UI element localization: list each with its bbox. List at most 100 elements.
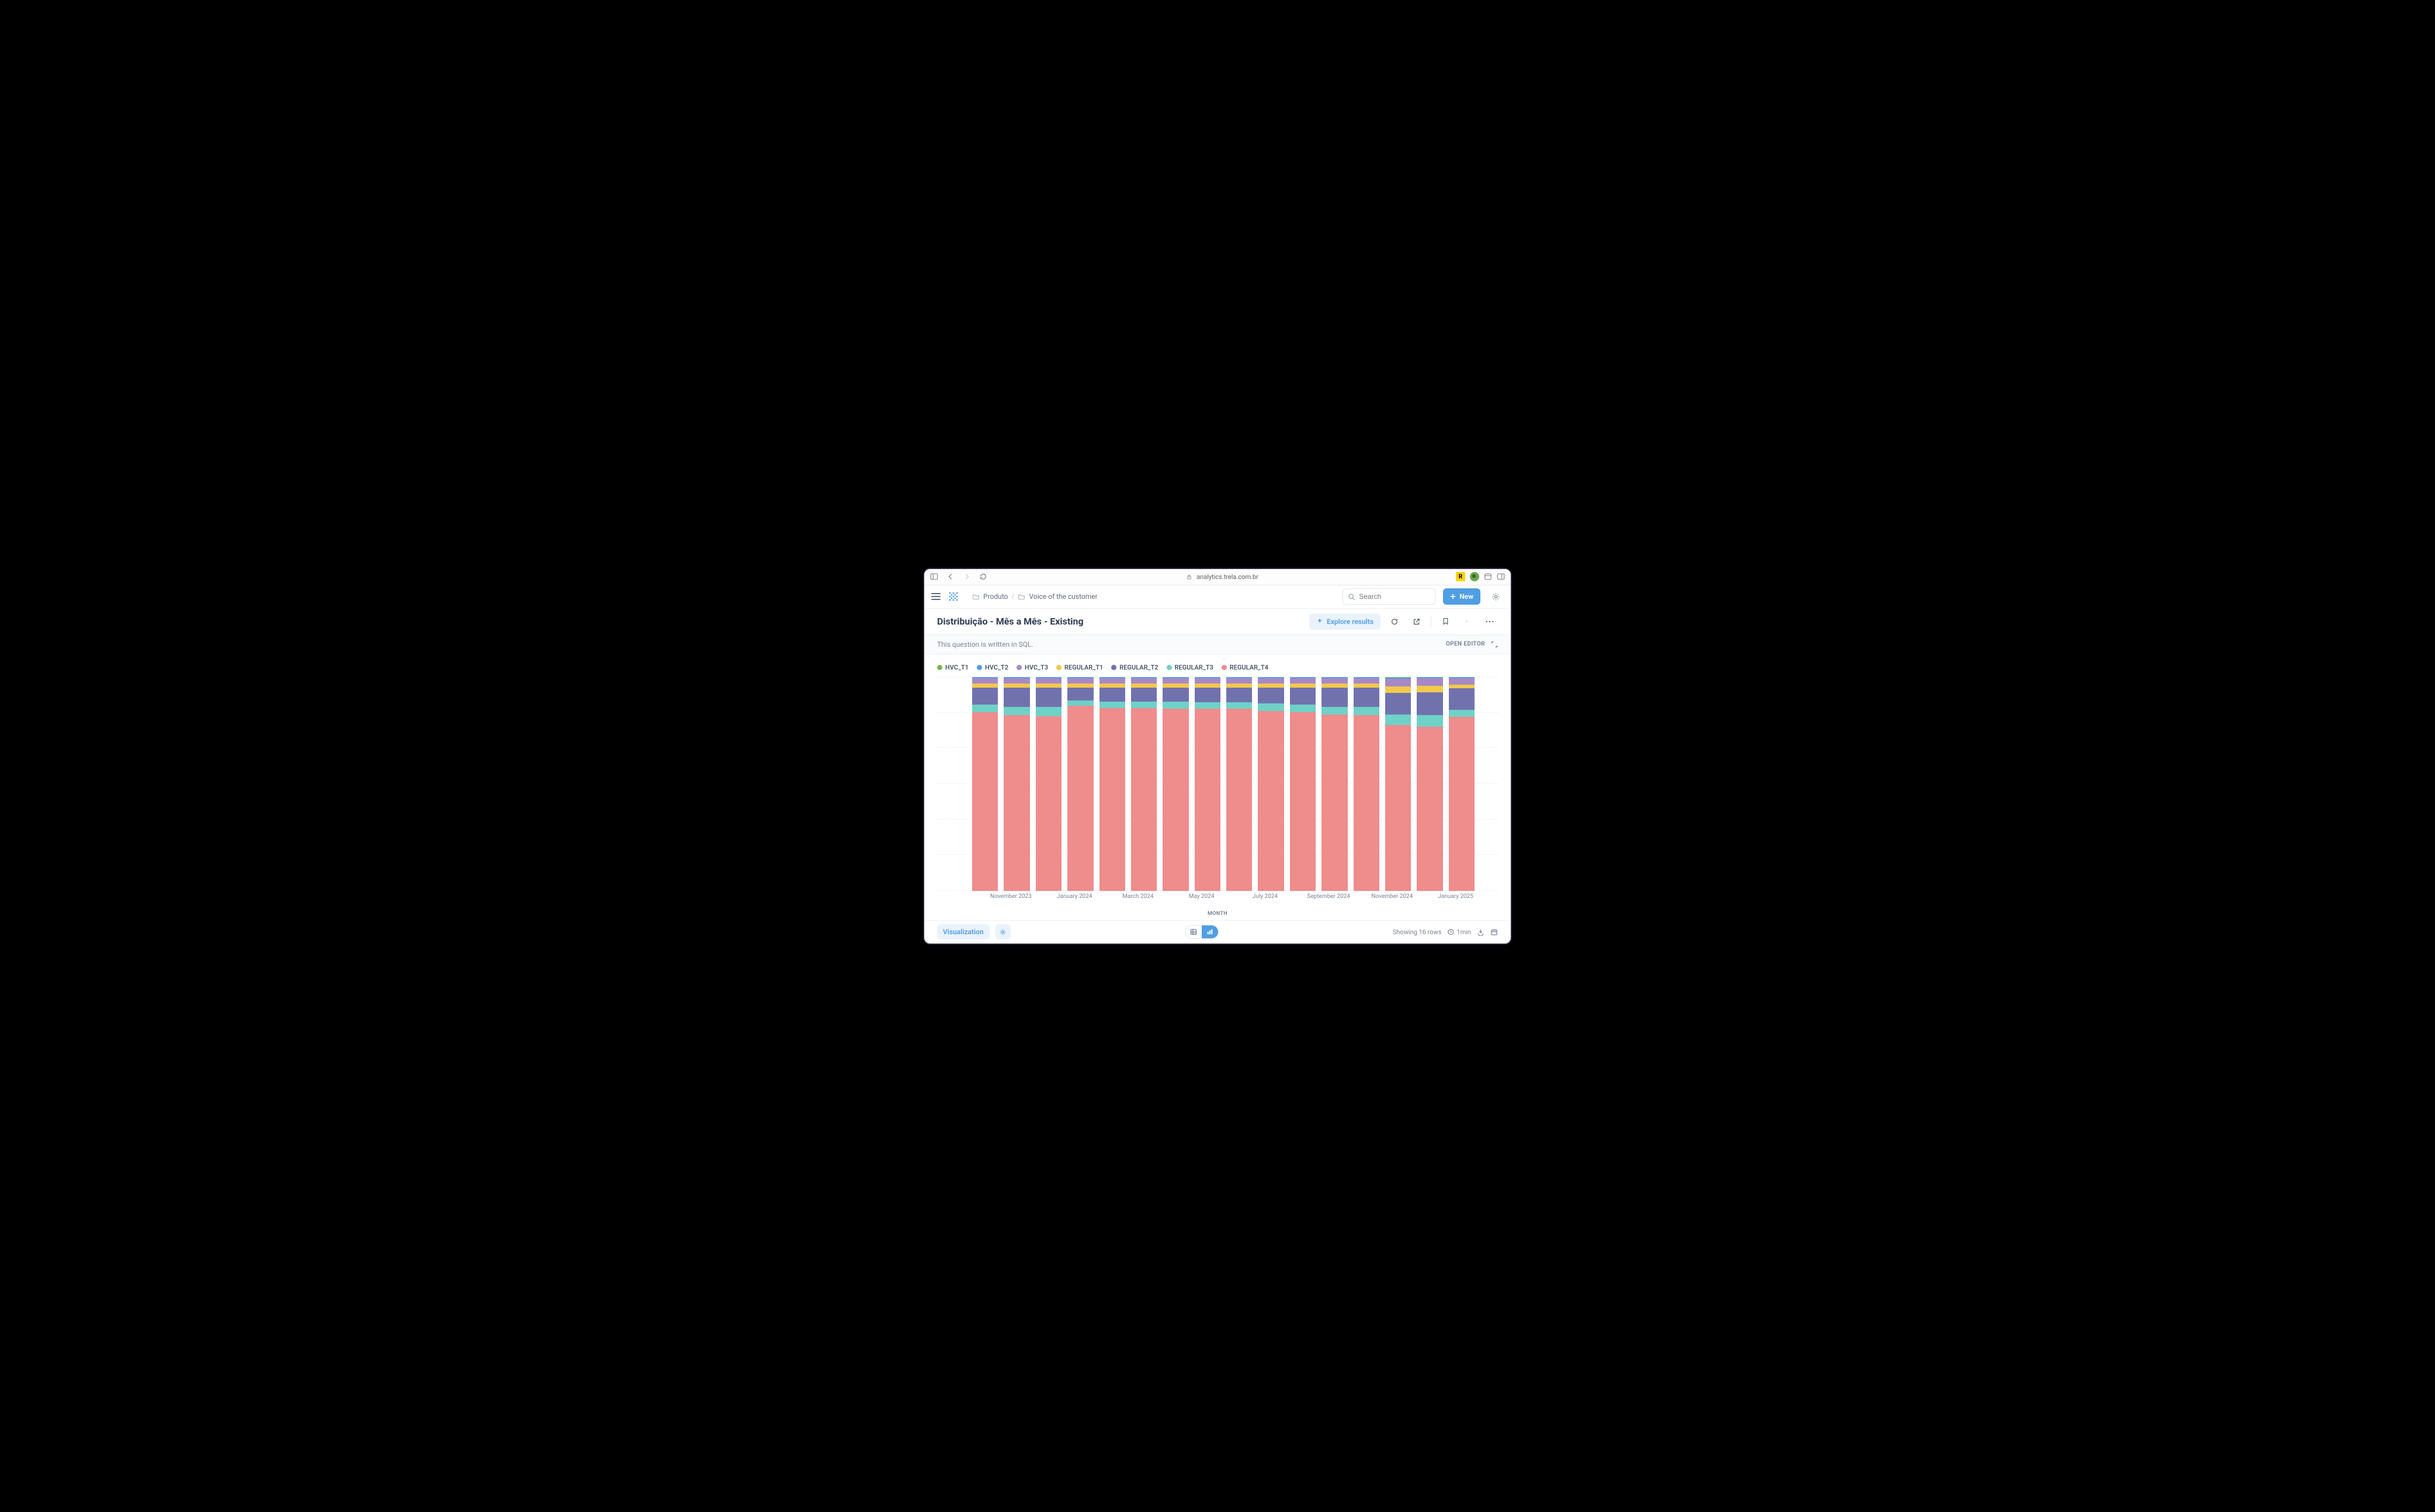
chart-bar-segment-regular_t3 bbox=[1385, 715, 1411, 725]
breadcrumb-produto[interactable]: Produto bbox=[983, 592, 1008, 601]
chart-bar-segment-hvc_t3 bbox=[1163, 678, 1188, 683]
chart-bar-segment-regular_t2 bbox=[1226, 688, 1252, 703]
chart-bar[interactable] bbox=[1226, 677, 1252, 891]
chart-bar[interactable] bbox=[1321, 677, 1347, 891]
back-icon[interactable] bbox=[946, 573, 955, 581]
extension-badge-green[interactable] bbox=[1470, 572, 1479, 581]
chart-bar-segment-regular_t2 bbox=[1099, 688, 1125, 702]
calendar-icon[interactable] bbox=[1490, 928, 1498, 936]
chart-bar[interactable] bbox=[1385, 677, 1411, 891]
chart-legend: HVC_T1 HVC_T2 HVC_T3 REGULAR_T1 REGULAR_T2 RE… bbox=[937, 664, 1498, 671]
share-button[interactable] bbox=[1409, 613, 1425, 630]
chart-bar[interactable] bbox=[1163, 677, 1188, 891]
chart-bar[interactable] bbox=[1449, 677, 1475, 891]
chart-bar-segment-hvc_t3 bbox=[1226, 678, 1252, 683]
chart-bar[interactable] bbox=[1036, 677, 1062, 891]
search-field[interactable] bbox=[1359, 592, 1449, 601]
chart-bar-segment-regular_t2 bbox=[1290, 688, 1316, 705]
info-button[interactable] bbox=[1459, 613, 1476, 630]
legend-label: REGULAR_T3 bbox=[1175, 664, 1213, 671]
legend-item-hvc_t2[interactable]: HVC_T2 bbox=[977, 664, 1008, 671]
footer-bar: Visualization Showing 16 rows 1min bbox=[924, 920, 1511, 944]
chart-bar-segment-regular_t2 bbox=[1067, 688, 1093, 700]
chart-bar[interactable] bbox=[1354, 677, 1379, 891]
chart-bar-segment-hvc_t3 bbox=[1258, 678, 1284, 683]
explore-results-label: Explore results bbox=[1327, 618, 1373, 626]
chart-plot[interactable] bbox=[937, 677, 1498, 891]
app-header: Produto / Voice of the customer New bbox=[924, 585, 1511, 609]
explore-results-button[interactable]: Explore results bbox=[1309, 613, 1380, 630]
search-icon bbox=[1348, 593, 1355, 601]
chart-bar-segment-regular_t1 bbox=[1385, 686, 1411, 693]
chart-bar[interactable] bbox=[1417, 677, 1442, 891]
sql-note: This question is written in SQL. bbox=[937, 640, 1033, 649]
tabs-icon[interactable] bbox=[1497, 573, 1505, 581]
visualization-button[interactable]: Visualization bbox=[937, 924, 990, 939]
chart-bar-segment-regular_t3 bbox=[972, 705, 998, 712]
chart-bar-segment-regular_t3 bbox=[1258, 703, 1284, 711]
chart-bar[interactable] bbox=[1290, 677, 1316, 891]
chart-bar-segment-regular_t4 bbox=[972, 712, 998, 891]
new-button-label: New bbox=[1459, 592, 1473, 601]
url-text[interactable]: analytics.trela.com.br bbox=[1196, 573, 1258, 581]
reload-icon[interactable] bbox=[979, 573, 987, 581]
chart-bar-segment-hvc_t3 bbox=[1449, 678, 1475, 685]
page-title: Distribuição - Mês a Mês - Existing bbox=[937, 616, 1303, 627]
bookmark-button[interactable] bbox=[1437, 613, 1454, 630]
sparkle-icon bbox=[1316, 618, 1323, 625]
chart-bar-segment-regular_t1 bbox=[1004, 684, 1029, 688]
legend-item-regular_t4[interactable]: REGULAR_T4 bbox=[1222, 664, 1268, 671]
legend-swatch bbox=[1222, 665, 1227, 670]
menu-icon[interactable] bbox=[931, 593, 941, 600]
title-row: Distribuição - Mês a Mês - Existing Expl… bbox=[924, 609, 1511, 634]
chart-bar[interactable] bbox=[972, 677, 998, 891]
legend-item-hvc_t1[interactable]: HVC_T1 bbox=[937, 664, 969, 671]
chart-bar-segment-regular_t1 bbox=[1067, 684, 1093, 688]
sidebar-toggle-icon[interactable] bbox=[930, 573, 938, 581]
chart-bar-segment-regular_t2 bbox=[972, 688, 998, 705]
visualization-settings-button[interactable] bbox=[995, 924, 1011, 939]
expand-icon[interactable] bbox=[1491, 641, 1498, 648]
download-icon[interactable] bbox=[1477, 928, 1484, 936]
chart-bar-segment-regular_t4 bbox=[1004, 715, 1029, 890]
chart-bar-segment-regular_t3 bbox=[1321, 707, 1347, 715]
chart-bar-segment-hvc_t3 bbox=[1004, 678, 1029, 683]
chart-bar-segment-regular_t3 bbox=[1354, 707, 1379, 716]
legend-item-regular_t2[interactable]: REGULAR_T2 bbox=[1111, 664, 1158, 671]
chart-bar[interactable] bbox=[1004, 677, 1029, 891]
chart-bar-segment-regular_t3 bbox=[1036, 707, 1062, 716]
chart-bar-segment-regular_t1 bbox=[1290, 684, 1316, 688]
chart-bar-segment-regular_t2 bbox=[1258, 688, 1284, 703]
breadcrumb-voice-of-customer[interactable]: Voice of the customer bbox=[1029, 592, 1097, 601]
legend-item-regular_t1[interactable]: REGULAR_T1 bbox=[1056, 664, 1103, 671]
chart-bar-segment-regular_t1 bbox=[1321, 684, 1347, 688]
extension-badge-r[interactable]: R bbox=[1456, 572, 1465, 581]
chart-x-axis-title: MONTH bbox=[937, 911, 1498, 917]
chart-bar[interactable] bbox=[1099, 677, 1125, 891]
forward-icon[interactable] bbox=[963, 573, 971, 581]
chart-bar-segment-regular_t3 bbox=[1131, 702, 1157, 708]
table-view-button[interactable] bbox=[1185, 925, 1202, 938]
search-input[interactable] bbox=[1343, 588, 1436, 605]
chart-bar-segment-regular_t4 bbox=[1131, 708, 1157, 891]
legend-swatch bbox=[1111, 665, 1116, 670]
new-button[interactable]: New bbox=[1443, 588, 1480, 605]
chart-bar-segment-regular_t1 bbox=[972, 684, 998, 688]
settings-button[interactable] bbox=[1487, 588, 1504, 605]
chart-bar-segment-regular_t4 bbox=[1226, 709, 1252, 890]
more-button[interactable] bbox=[1482, 613, 1498, 630]
open-editor-button[interactable]: OPEN EDITOR bbox=[1446, 641, 1485, 647]
chart-bar[interactable] bbox=[1258, 677, 1284, 891]
legend-item-regular_t3[interactable]: REGULAR_T3 bbox=[1167, 664, 1213, 671]
history-icon[interactable]: 1min bbox=[1447, 928, 1471, 936]
legend-label: REGULAR_T4 bbox=[1230, 664, 1268, 671]
legend-item-hvc_t3[interactable]: HVC_T3 bbox=[1017, 664, 1048, 671]
chart-bar[interactable] bbox=[1131, 677, 1157, 891]
chart-bar[interactable] bbox=[1067, 677, 1093, 891]
chart-view-button[interactable] bbox=[1202, 925, 1218, 938]
refresh-button[interactable] bbox=[1386, 613, 1403, 630]
chart-bar[interactable] bbox=[1195, 677, 1220, 891]
legend-swatch bbox=[977, 665, 982, 670]
metabase-logo-icon[interactable] bbox=[948, 591, 959, 602]
panel-icon[interactable] bbox=[1484, 573, 1492, 581]
